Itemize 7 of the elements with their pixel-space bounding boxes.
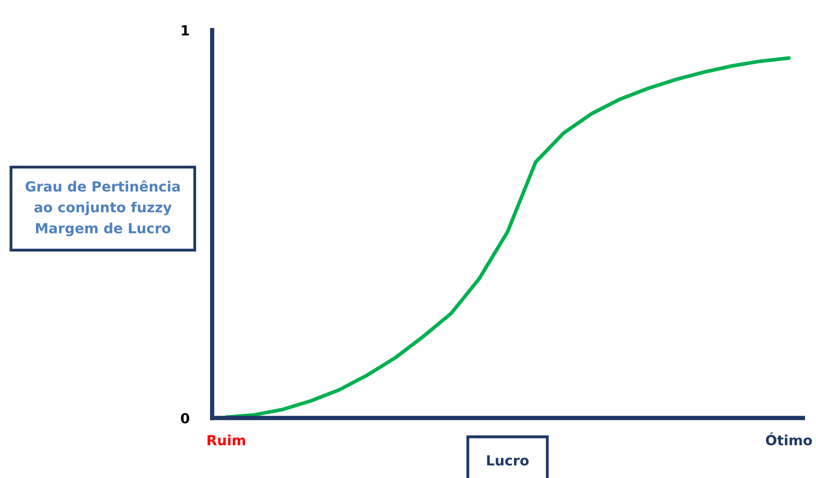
y-axis-title: Grau de Pertinência ao conjunto fuzzy Margem de Lucro	[26, 180, 180, 236]
x-axis-title: Lucro	[487, 455, 529, 466]
x-tick-label: Ótimo	[766, 432, 812, 446]
y-tick-label: 0	[180, 412, 190, 424]
line-series	[224, 56, 791, 418]
y-tick-label: 1	[182, 25, 189, 36]
x-tick-label: Ruim	[208, 434, 246, 446]
